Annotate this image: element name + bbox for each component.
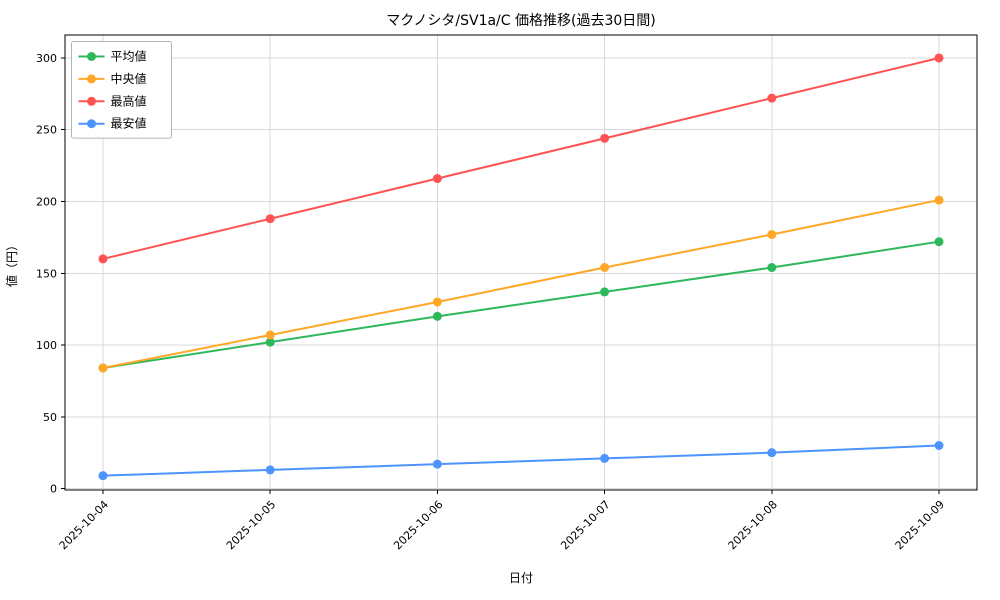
legend-entry: 最高値 [78, 93, 147, 108]
series-3 [98, 441, 944, 481]
x-tick-label: 2025-10-08 [726, 498, 780, 552]
y-tick-label: 150 [36, 267, 57, 280]
legend-label: 最安値 [111, 116, 147, 131]
x-tick-label: 2025-10-05 [224, 498, 278, 552]
data-point [265, 465, 275, 475]
legend-marker [87, 52, 96, 61]
axes-border [64, 34, 978, 491]
data-point [934, 237, 944, 247]
data-point [98, 471, 108, 481]
series-1 [98, 195, 944, 373]
data-point [432, 297, 442, 307]
data-point [600, 453, 610, 463]
y-axis-label: 値（円） [4, 239, 19, 287]
data-point [767, 230, 777, 240]
data-point [432, 311, 442, 321]
legend-marker [87, 74, 96, 84]
plot-background [65, 35, 977, 490]
data-point [265, 330, 275, 340]
legend-label: 中央値 [111, 71, 147, 86]
legend-marker [87, 119, 96, 129]
x-axis: 2025-10-04 2025-10-05 2025-10-06 2025-10-07… [57, 490, 947, 552]
legend-label: 最高値 [111, 93, 147, 108]
y-tick-label: 300 [36, 52, 57, 65]
x-tick-label: 2025-10-06 [391, 498, 445, 552]
series-line [102, 56, 940, 260]
series-line [102, 199, 940, 369]
data-point [934, 195, 944, 205]
data-point [432, 174, 442, 184]
data-point [98, 363, 108, 373]
data-point [767, 263, 777, 273]
legend-entry: 平均値 [78, 49, 147, 64]
legend-label: 平均値 [111, 49, 147, 64]
legend-marker [87, 96, 96, 106]
data-point [432, 459, 442, 469]
data-point [600, 287, 610, 297]
data-point [934, 441, 944, 451]
data-point [265, 214, 275, 224]
legend-entry: 中央値 [78, 71, 147, 86]
y-tick-label: 50 [43, 411, 57, 424]
y-tick-label: 200 [36, 195, 57, 208]
data-point [265, 337, 275, 347]
chart-title: マクノシタ/SV1a/C 価格推移(過去30日間) [386, 13, 656, 29]
data-point [767, 93, 777, 103]
data-point [98, 254, 108, 264]
y-axis: 0 50 100 150 200 250 300 [36, 52, 65, 496]
y-tick-label: 100 [36, 339, 57, 352]
x-tick-label: 2025-10-09 [893, 498, 947, 552]
data-point [600, 263, 610, 273]
x-axis-label: 日付 [509, 571, 533, 585]
series-2 [98, 53, 944, 264]
data-point [767, 448, 777, 458]
legend-entry: 最安値 [78, 116, 147, 131]
data-point [600, 133, 610, 143]
y-tick-label: 250 [36, 124, 57, 137]
x-tick-label: 2025-10-04 [57, 498, 111, 552]
series-line [102, 240, 940, 369]
y-tick-label: 0 [50, 483, 57, 496]
legend-box [71, 41, 172, 139]
series-line [102, 444, 940, 477]
x-tick-label: 2025-10-07 [558, 498, 612, 552]
data-point [934, 53, 944, 63]
